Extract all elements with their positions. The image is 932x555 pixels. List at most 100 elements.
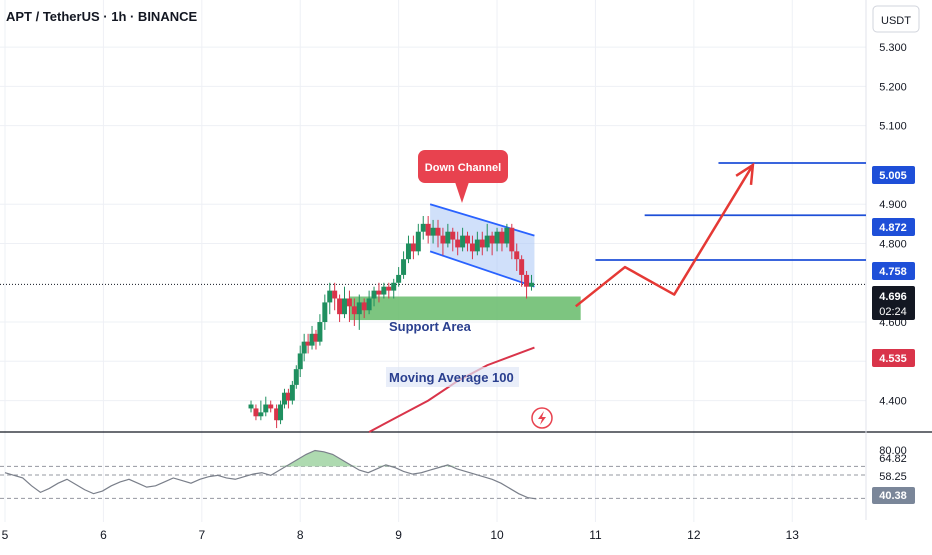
last-price-text: 4.696 — [879, 291, 907, 303]
candle-body — [248, 404, 254, 409]
candle-body — [440, 235, 446, 244]
candle — [474, 231, 480, 256]
candle — [285, 388, 291, 409]
time-tick: 12 — [687, 528, 701, 542]
candle — [317, 314, 323, 346]
candle-body — [263, 404, 269, 413]
callout-pointer — [455, 182, 469, 203]
candle — [281, 388, 287, 409]
candle — [371, 286, 377, 307]
lightning-icon — [538, 411, 546, 425]
candle-body — [293, 369, 299, 385]
candle-body — [278, 404, 284, 421]
candle — [455, 231, 461, 256]
badge-level-2-text: 4.872 — [879, 222, 907, 234]
badge-last-price: 4.696 02:24 — [872, 286, 915, 320]
candle — [337, 294, 343, 323]
candle-body — [322, 302, 328, 323]
candle — [460, 227, 466, 252]
candle-body — [474, 239, 480, 252]
candle — [274, 404, 280, 429]
badge-level-1: 5.005 — [872, 166, 915, 184]
time-tick: 7 — [198, 528, 205, 542]
candle-body — [376, 290, 382, 295]
candle-body — [469, 243, 475, 252]
candle-body — [415, 231, 421, 252]
candle — [469, 235, 475, 260]
candle — [504, 223, 510, 248]
candle — [293, 365, 299, 389]
time-tick: 9 — [395, 528, 402, 542]
candle — [465, 231, 471, 252]
moving-average-line — [368, 346, 535, 433]
candle — [253, 404, 259, 421]
price-tick: 5.100 — [879, 121, 907, 133]
down-channel-label: Down Channel — [425, 162, 501, 174]
channel-upper-line — [429, 203, 535, 237]
candle — [401, 251, 407, 279]
candle — [435, 219, 441, 248]
badge-level-3: 4.758 — [872, 262, 915, 280]
time-tick: 5 — [2, 528, 9, 542]
candle-body — [484, 235, 490, 248]
candle-body — [465, 235, 471, 244]
candle-body — [524, 274, 530, 287]
candle-body — [445, 231, 451, 244]
candle-body — [450, 231, 456, 240]
candle — [322, 294, 328, 330]
candle-body — [346, 298, 352, 307]
candle — [499, 227, 505, 252]
candle-body — [386, 286, 392, 291]
candle — [386, 282, 392, 299]
candle — [268, 400, 274, 413]
candle-body — [489, 235, 495, 244]
candle — [445, 223, 451, 248]
rsi-58-label: 58.25 — [879, 471, 907, 483]
candle — [305, 333, 311, 354]
lightning-badge[interactable] — [531, 407, 553, 429]
candle — [425, 216, 431, 244]
candle-body — [258, 412, 264, 417]
candle-body — [361, 302, 367, 311]
candle-body — [401, 259, 407, 275]
candle-body — [332, 290, 338, 299]
support-area-label: Support Area — [389, 319, 472, 334]
price-tick: 4.800 — [879, 238, 907, 250]
symbol-title[interactable]: APT / TetherUS · 1h · BINANCE — [6, 9, 197, 24]
candle-body — [405, 243, 411, 260]
rsi-80-label: 80.00 — [879, 445, 907, 457]
time-axis[interactable]: 5 6 7 8 9 10 11 12 13 — [2, 528, 800, 542]
candle-body — [396, 274, 402, 283]
candle-body — [327, 290, 333, 303]
candle-body — [366, 298, 372, 311]
candle — [366, 290, 372, 315]
time-tick: 8 — [297, 528, 304, 542]
candle — [301, 333, 307, 362]
price-tick: 5.200 — [879, 81, 907, 93]
moving-average-layer — [368, 346, 535, 433]
rsi-current-text: 40.38 — [879, 490, 907, 502]
candle-body — [425, 223, 431, 236]
candle — [519, 255, 525, 287]
candle — [420, 216, 426, 240]
forecast-layer — [574, 162, 755, 308]
candle-body — [430, 227, 436, 236]
grid-lines — [0, 0, 932, 522]
candle — [278, 400, 284, 425]
candle-body — [337, 298, 343, 315]
candle — [484, 223, 490, 252]
badge-ma-value: 4.535 — [872, 349, 915, 367]
candle-body — [420, 223, 426, 232]
time-tick: 6 — [100, 528, 107, 542]
candle-body — [305, 341, 311, 346]
candle — [376, 282, 382, 303]
time-tick: 11 — [589, 528, 602, 542]
candle-body — [435, 227, 441, 236]
badge-level-3-text: 4.758 — [879, 266, 907, 278]
currency-button[interactable]: USDT — [872, 5, 920, 33]
candle-body — [455, 239, 461, 248]
candle — [248, 400, 254, 413]
candle — [509, 223, 515, 260]
